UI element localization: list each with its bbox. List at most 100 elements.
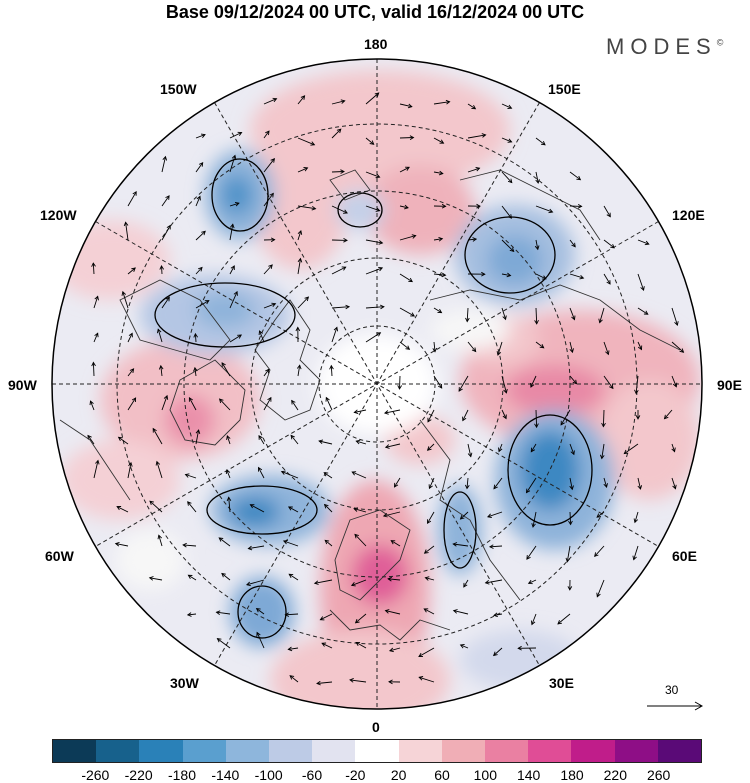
wind-vector [498, 443, 503, 452]
wind-vector [263, 369, 270, 377]
wind-vector-head [355, 641, 361, 647]
wind-vector [218, 537, 231, 547]
wind-vector [228, 497, 231, 513]
wind-vector [603, 375, 614, 389]
wind-vector-head [218, 537, 224, 542]
colorbar-tick-labels: -260 -220 -180 -140 -100 -60 -20 20 60 100 140 180 2… [0, 767, 750, 783]
wind-vector-head [506, 272, 512, 278]
wind-vector [487, 511, 503, 518]
wind-vector-head [195, 429, 201, 435]
wind-vector [355, 642, 367, 649]
wind-vector-head [340, 99, 346, 104]
wind-vector [288, 573, 299, 581]
colorbar-swatch [528, 740, 572, 762]
wind-vector [285, 613, 299, 616]
lon-label-60e: 60E [672, 548, 697, 564]
wind-vector-head [91, 361, 96, 367]
wind-vector-head [329, 364, 334, 370]
wind-vector-head [488, 544, 494, 549]
wind-vector-head [634, 389, 639, 395]
wind-vector [528, 579, 537, 584]
copyright-mark: © [716, 37, 724, 48]
wind-vector-head [577, 204, 583, 209]
wind-vector [297, 137, 315, 146]
wind-vector-head [116, 506, 122, 511]
wind-vector-head [605, 350, 610, 356]
wind-vector [156, 461, 163, 479]
wind-vector [195, 230, 206, 241]
wind-vector-head [237, 334, 243, 339]
wind-vector [349, 679, 367, 683]
wind-vector-head [187, 501, 192, 506]
wind-vector-head [255, 608, 261, 613]
wind-vector [466, 477, 469, 489]
wind-vector [399, 103, 412, 108]
wind-vector-head [384, 609, 390, 614]
wind-vector [671, 341, 684, 353]
wind-vector [226, 435, 231, 445]
wind-vector [460, 644, 469, 649]
wind-vector [531, 613, 537, 625]
wind-vector [195, 267, 203, 275]
wind-vector-head [672, 484, 677, 490]
wind-vector [596, 579, 605, 597]
colorbar-tick-label: -180 [167, 767, 197, 783]
wind-vector [489, 545, 503, 548]
wind-vector-head [640, 286, 645, 291]
wind-vector-head [462, 416, 467, 422]
wind-vector [485, 579, 503, 584]
wind-vector-head [637, 485, 643, 490]
wind-vector-head [383, 410, 389, 415]
wind-vector [194, 333, 197, 343]
wind-vector-head [467, 452, 473, 458]
wind-vector [118, 436, 129, 445]
wind-vector [248, 545, 265, 550]
wind-vector-head [388, 647, 394, 653]
wind-vector-head [268, 264, 273, 270]
wind-vector [399, 307, 415, 317]
wind-vector [152, 428, 163, 445]
wind-vector-head [129, 368, 135, 373]
wind-vector [330, 365, 333, 377]
wind-vector-head [196, 195, 201, 201]
wind-vector [158, 535, 163, 547]
wind-vector [501, 307, 507, 320]
wind-vector-head [310, 141, 316, 146]
wind-vector-head [149, 500, 155, 506]
polar-map [51, 58, 703, 710]
colorbar-tick-label: 100 [473, 767, 498, 783]
wind-vector [603, 205, 611, 217]
wind-vector-head [404, 204, 409, 210]
wind-vector-head [158, 364, 164, 370]
wind-vector [425, 577, 435, 581]
wind-vector [603, 477, 608, 488]
wind-vector [535, 273, 547, 280]
wind-vector [594, 545, 605, 557]
wind-vector [217, 638, 231, 649]
wind-vector [289, 675, 299, 683]
wind-vector [291, 400, 299, 411]
wind-vector-head [258, 330, 263, 336]
meridians [52, 59, 702, 709]
wind-vector-head [387, 576, 392, 582]
wind-vector [637, 273, 645, 291]
colorbar-swatch [614, 740, 658, 762]
wind-vector-head [632, 555, 637, 561]
colorbar [52, 739, 702, 763]
wind-vector [90, 400, 95, 411]
wind-vector [258, 467, 265, 479]
wind-vector [331, 266, 346, 275]
wind-vector-head [378, 240, 384, 245]
wind-vector-head [388, 679, 393, 685]
wind-vector-head [471, 104, 477, 110]
colorbar-swatch [182, 740, 226, 762]
wind-vector [433, 238, 443, 241]
wind-vector [127, 397, 136, 411]
wind-vector [390, 540, 401, 547]
wind-vector-head [354, 618, 360, 624]
lon-label-30e: 30E [549, 675, 574, 691]
wind-vector-head [355, 439, 361, 445]
wind-vector [352, 471, 367, 479]
wind-vector [229, 224, 234, 241]
wind-vector [365, 205, 380, 212]
